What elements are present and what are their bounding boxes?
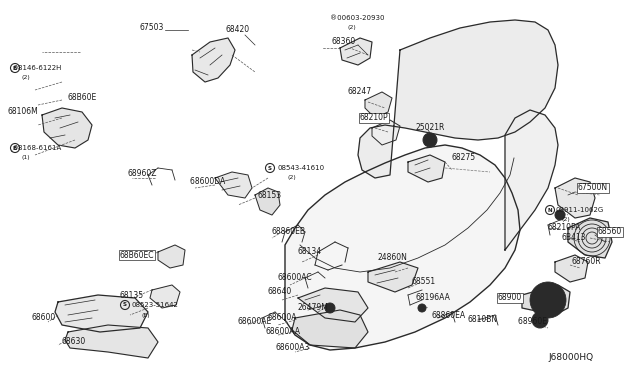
Text: 68B60EC: 68B60EC: [120, 250, 154, 260]
Text: 67503: 67503: [140, 23, 164, 32]
Polygon shape: [555, 178, 595, 218]
Text: 08543-41610: 08543-41610: [278, 165, 325, 171]
Polygon shape: [150, 285, 180, 308]
Text: 68960Z: 68960Z: [128, 170, 157, 179]
Text: 68420: 68420: [225, 26, 249, 35]
Text: 68247: 68247: [348, 87, 372, 96]
Polygon shape: [285, 145, 520, 350]
Text: N: N: [548, 208, 552, 212]
Text: 25021R: 25021R: [415, 124, 444, 132]
Polygon shape: [192, 38, 235, 82]
Circle shape: [555, 210, 565, 220]
Circle shape: [530, 282, 566, 318]
Polygon shape: [358, 20, 558, 178]
Circle shape: [423, 133, 437, 147]
Text: 67500N: 67500N: [578, 183, 608, 192]
Text: 68360: 68360: [332, 38, 356, 46]
Text: 68630: 68630: [62, 337, 86, 346]
Text: 08523-51642: 08523-51642: [132, 302, 179, 308]
Text: B: B: [13, 65, 17, 71]
Text: 68600AA: 68600AA: [265, 327, 300, 337]
Text: 68135: 68135: [120, 291, 144, 299]
Text: 68600A: 68600A: [268, 314, 298, 323]
Text: 68106M: 68106M: [8, 108, 39, 116]
Text: 68600AC: 68600AC: [278, 273, 312, 282]
Polygon shape: [408, 155, 445, 182]
Text: (E): (E): [142, 312, 150, 317]
Polygon shape: [55, 295, 148, 332]
Polygon shape: [568, 218, 612, 258]
Text: 68600: 68600: [32, 314, 56, 323]
Text: ®00603-20930: ®00603-20930: [330, 15, 385, 21]
Circle shape: [418, 304, 426, 312]
Text: 68600A3: 68600A3: [275, 343, 309, 353]
Text: J68000HQ: J68000HQ: [548, 353, 593, 362]
Text: 68196AA: 68196AA: [415, 294, 450, 302]
Polygon shape: [368, 262, 418, 292]
Text: 68560: 68560: [598, 228, 622, 237]
Circle shape: [426, 136, 434, 144]
Polygon shape: [255, 188, 280, 215]
Circle shape: [534, 286, 562, 314]
Text: 68860EA: 68860EA: [432, 311, 466, 320]
Polygon shape: [365, 92, 392, 118]
Text: 68760R: 68760R: [572, 257, 602, 266]
Text: (1): (1): [22, 155, 31, 160]
Text: 68860EB: 68860EB: [272, 228, 306, 237]
Text: 6810BN: 6810BN: [468, 315, 498, 324]
Circle shape: [535, 315, 545, 325]
Text: 08911-1062G: 08911-1062G: [555, 207, 604, 213]
Text: B: B: [13, 145, 17, 151]
Polygon shape: [505, 110, 558, 250]
Text: 68210P: 68210P: [360, 113, 388, 122]
Polygon shape: [65, 325, 158, 358]
Text: 68900: 68900: [498, 294, 522, 302]
Text: S: S: [123, 302, 127, 308]
Text: 68134: 68134: [298, 247, 322, 257]
Text: 68B60E: 68B60E: [68, 93, 97, 103]
Text: 24860N: 24860N: [378, 253, 408, 263]
Text: 6B413: 6B413: [562, 234, 586, 243]
Text: 68960E: 68960E: [518, 317, 551, 327]
Text: 68210PA: 68210PA: [548, 224, 581, 232]
Polygon shape: [298, 288, 368, 322]
Circle shape: [325, 303, 335, 313]
Circle shape: [538, 290, 558, 310]
Text: (2): (2): [288, 176, 297, 180]
Text: (2): (2): [348, 26, 356, 31]
Text: ¸08168-6161A: ¸08168-6161A: [10, 145, 61, 151]
Text: 68153: 68153: [258, 190, 282, 199]
Polygon shape: [522, 285, 570, 315]
Polygon shape: [340, 38, 372, 65]
Text: 68600AE: 68600AE: [238, 317, 272, 327]
Polygon shape: [42, 108, 92, 148]
Polygon shape: [555, 255, 588, 282]
Polygon shape: [292, 310, 368, 348]
Circle shape: [532, 312, 548, 328]
Text: (2): (2): [22, 76, 31, 80]
Polygon shape: [372, 120, 400, 145]
Text: 68600DA: 68600DA: [190, 177, 229, 186]
Text: (2): (2): [562, 218, 571, 222]
Circle shape: [542, 294, 554, 306]
Text: 26479M: 26479M: [298, 304, 329, 312]
Polygon shape: [215, 172, 252, 198]
Text: ¸08146-6122H: ¸08146-6122H: [10, 65, 61, 71]
Polygon shape: [158, 245, 185, 268]
Text: 68551: 68551: [412, 278, 436, 286]
Text: 68275: 68275: [452, 154, 476, 163]
Text: S: S: [268, 166, 272, 170]
Text: 68640: 68640: [268, 288, 292, 296]
